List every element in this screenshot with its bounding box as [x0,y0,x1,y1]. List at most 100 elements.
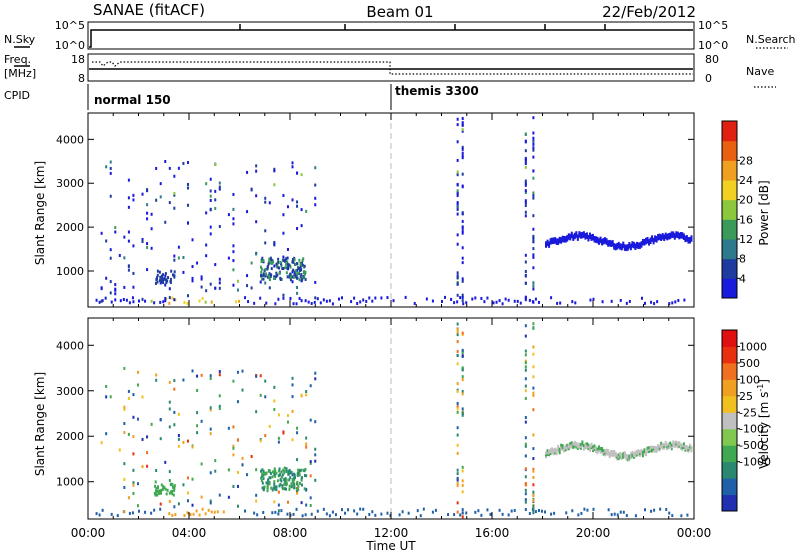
echo-cell [673,443,676,447]
echo-cell [281,484,284,488]
echo-cell [628,243,631,247]
echo-cell [504,297,507,301]
colorbar-swatch [722,121,737,142]
echo-cell [658,448,661,452]
echo-cell [200,373,203,377]
echo-cell [670,447,673,451]
echo-cell [584,442,587,446]
x-tick-label: 04:00 [172,526,207,540]
echo-cell [578,444,581,448]
echo-cell [159,507,162,511]
echo-cell [611,243,614,247]
echo-cell [168,166,171,170]
echo-cell [118,448,121,452]
echo-cell [453,513,456,517]
echo-cell [261,277,264,281]
echo-cell [456,484,459,488]
echo-cell [588,232,591,236]
echo-cell [296,458,299,462]
echo-cell [98,300,101,304]
echo-cell [277,297,280,301]
echo-cell [160,277,163,281]
echo-cell [679,232,682,236]
echo-cell [658,237,661,241]
echo-cell [209,427,212,431]
echo-cell [246,170,249,174]
echo-cell [267,260,270,264]
y-tick-label: 1000 [56,265,84,278]
echo-cell [309,503,312,507]
echo-cell [626,454,629,458]
echo-cell [631,241,634,245]
echo-cell [236,279,239,283]
echo-cell [613,453,616,457]
echo-cell [296,276,299,280]
echo-cell [456,426,459,430]
echo-cell [304,513,307,517]
echo-cell [498,299,501,303]
echo-cell [648,449,651,453]
echo-cell [672,234,675,238]
echo-cell [651,237,654,241]
echo-cell [371,299,374,303]
echo-cell [299,275,302,279]
echo-cell [264,200,267,204]
echo-cell [286,205,289,209]
echo-cell [669,236,672,240]
echo-cell [200,275,203,279]
echo-cell [613,246,616,250]
echo-cell [554,240,557,244]
echo-cell [532,352,535,356]
echo-cell [155,373,158,377]
echo-cell [587,236,590,240]
colorbar-swatch [722,445,737,463]
echo-cell [265,471,268,475]
echo-cell [300,393,303,397]
echo-cell [657,444,660,448]
echo-cell [283,471,286,475]
echo-cell [173,484,176,488]
echo-cell [596,238,599,242]
echo-cell [182,270,185,274]
echo-cell [155,166,158,170]
echo-cell [299,264,302,268]
echo-cell [270,267,273,271]
echo-cell [132,271,135,275]
echo-cell [569,235,572,239]
echo-cell [209,499,212,503]
echo-cell [524,190,527,194]
echo-cell [628,242,631,246]
echo-cell [200,285,203,289]
echo-cell [682,236,685,240]
echo-cell [641,240,644,244]
colorbar-tick-label: 12 [739,233,753,246]
echo-cell [461,261,464,265]
echo-cell [582,443,585,447]
echo-cell [174,513,177,517]
echo-cell [668,302,671,306]
echo-cell [620,243,623,247]
echo-cell [620,455,623,459]
echo-cell [191,369,194,373]
echo-cell [310,512,313,516]
echo-cell [137,299,140,303]
echo-cell [218,493,221,497]
echo-cell [201,507,204,511]
echo-cell [620,456,623,460]
echo-cell [183,300,186,304]
echo-cell [269,274,272,278]
echo-cell [177,245,180,249]
echo-cell [173,270,176,274]
echo-cell [279,483,282,487]
echo-cell [461,129,464,133]
echo-cell [266,488,269,492]
echo-cell [150,511,153,515]
echo-cell [626,458,629,462]
echo-cell [456,191,459,195]
nsky-tick-bottom: 10^0 [55,39,85,52]
echo-cell [136,370,139,374]
echo-cell [100,441,103,445]
echo-cell [651,449,654,453]
echo-cell [643,450,646,454]
echo-cell [684,237,687,241]
